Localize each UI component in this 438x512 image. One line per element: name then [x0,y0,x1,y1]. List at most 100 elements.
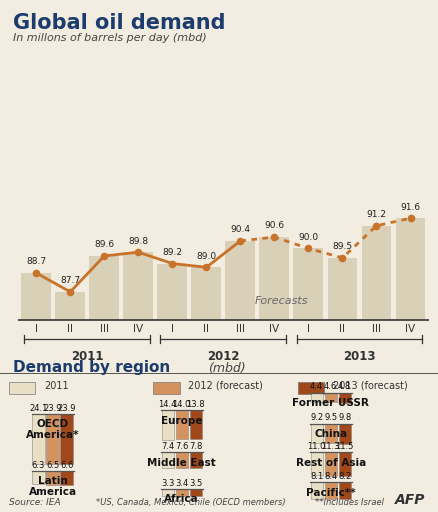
Text: 2012 (forecast): 2012 (forecast) [188,381,263,391]
Bar [176,489,188,496]
Bar [311,424,323,443]
Text: 91.6: 91.6 [400,203,420,211]
Text: 3.4: 3.4 [175,479,188,487]
Text: 89.8: 89.8 [128,237,148,246]
Bar [339,482,351,499]
Text: 11.3: 11.3 [321,442,340,451]
Bar [328,258,357,320]
Bar [311,393,323,402]
Text: Former USSR: Former USSR [292,398,369,408]
Text: 7.4: 7.4 [161,442,174,451]
Text: 2011: 2011 [44,381,68,391]
Text: I: I [307,324,310,334]
Text: 2013: 2013 [343,350,376,364]
Text: 8.1: 8.1 [310,472,323,481]
Bar [46,471,59,485]
Text: II: II [339,324,346,334]
Bar [325,482,337,500]
Text: OECD
America*: OECD America* [26,419,79,440]
Text: Forecasts: Forecasts [254,296,308,306]
Bar [124,252,153,320]
Text: I: I [35,324,38,334]
Text: (mbd): (mbd) [208,362,246,375]
Text: Source: IEA: Source: IEA [9,498,60,506]
Text: 2013 (forecast): 2013 (forecast) [333,381,408,391]
Bar [162,489,174,496]
Text: 9.5: 9.5 [324,414,337,422]
Bar [32,414,45,464]
Bar [153,382,180,394]
Text: 89.5: 89.5 [332,242,353,251]
Bar [361,226,392,320]
Text: 89.2: 89.2 [162,248,182,257]
Text: III: III [372,324,381,334]
Bar [311,482,323,499]
Text: 6.6: 6.6 [60,461,73,470]
Bar [55,292,85,320]
Bar [298,382,324,394]
Bar [89,256,119,320]
Text: 88.7: 88.7 [26,258,46,266]
Text: 14.0: 14.0 [173,400,191,409]
Text: 14.4: 14.4 [159,400,177,409]
Text: 9.2: 9.2 [310,414,323,422]
Text: 7.8: 7.8 [189,442,202,451]
Bar [339,452,351,476]
Bar [9,382,35,394]
Text: 6.5: 6.5 [46,461,59,470]
Text: 91.2: 91.2 [367,210,386,219]
Bar [339,424,351,444]
Bar [21,273,51,320]
Text: AFP: AFP [395,493,425,506]
Text: 87.7: 87.7 [60,276,80,285]
Text: 7.6: 7.6 [175,442,188,451]
Text: 3.3: 3.3 [161,479,174,487]
Text: 23.9: 23.9 [43,404,62,413]
Text: Demand by region: Demand by region [13,360,170,375]
Text: 90.0: 90.0 [298,233,318,242]
Text: Middle East: Middle East [148,458,216,468]
Bar [190,410,202,439]
Text: China: China [314,429,347,439]
Text: 90.4: 90.4 [230,225,251,234]
Text: In millons of barrels per day (mbd): In millons of barrels per day (mbd) [13,33,207,44]
Text: I: I [171,324,174,334]
Bar [259,237,290,320]
Bar [325,393,337,402]
Bar [311,452,323,475]
Text: 2012: 2012 [207,350,240,364]
Bar [190,489,202,496]
Text: 8.4: 8.4 [324,472,337,481]
Bar [162,410,174,440]
Text: Europe: Europe [161,416,202,425]
Text: III: III [236,324,245,334]
Bar [191,267,221,320]
Text: *US, Canada, Mexico, Chile (OECD members): *US, Canada, Mexico, Chile (OECD members… [96,498,286,506]
Bar [190,452,202,468]
Text: 11.0: 11.0 [307,442,326,451]
Bar [32,471,45,484]
Text: 2011: 2011 [71,350,103,364]
Text: 6.3: 6.3 [32,461,45,470]
Text: Pacific**: Pacific** [306,487,356,498]
Text: 9.8: 9.8 [338,414,351,422]
Bar [157,264,187,320]
Bar [325,424,337,443]
Text: 24.1: 24.1 [29,404,48,413]
Text: 11.5: 11.5 [336,442,354,451]
Bar [176,410,188,439]
Text: 8.2: 8.2 [338,472,351,481]
Text: 89.0: 89.0 [196,252,216,261]
Text: 23.9: 23.9 [57,404,76,413]
Bar [60,471,73,485]
Bar [325,452,337,476]
Text: 13.8: 13.8 [187,400,205,409]
Text: 4.6: 4.6 [324,382,337,391]
Text: IV: IV [133,324,143,334]
Bar [60,414,73,463]
Text: 4.4: 4.4 [310,382,323,391]
Bar [396,218,425,320]
Bar [226,241,255,320]
Bar [339,393,351,402]
Text: III: III [100,324,109,334]
